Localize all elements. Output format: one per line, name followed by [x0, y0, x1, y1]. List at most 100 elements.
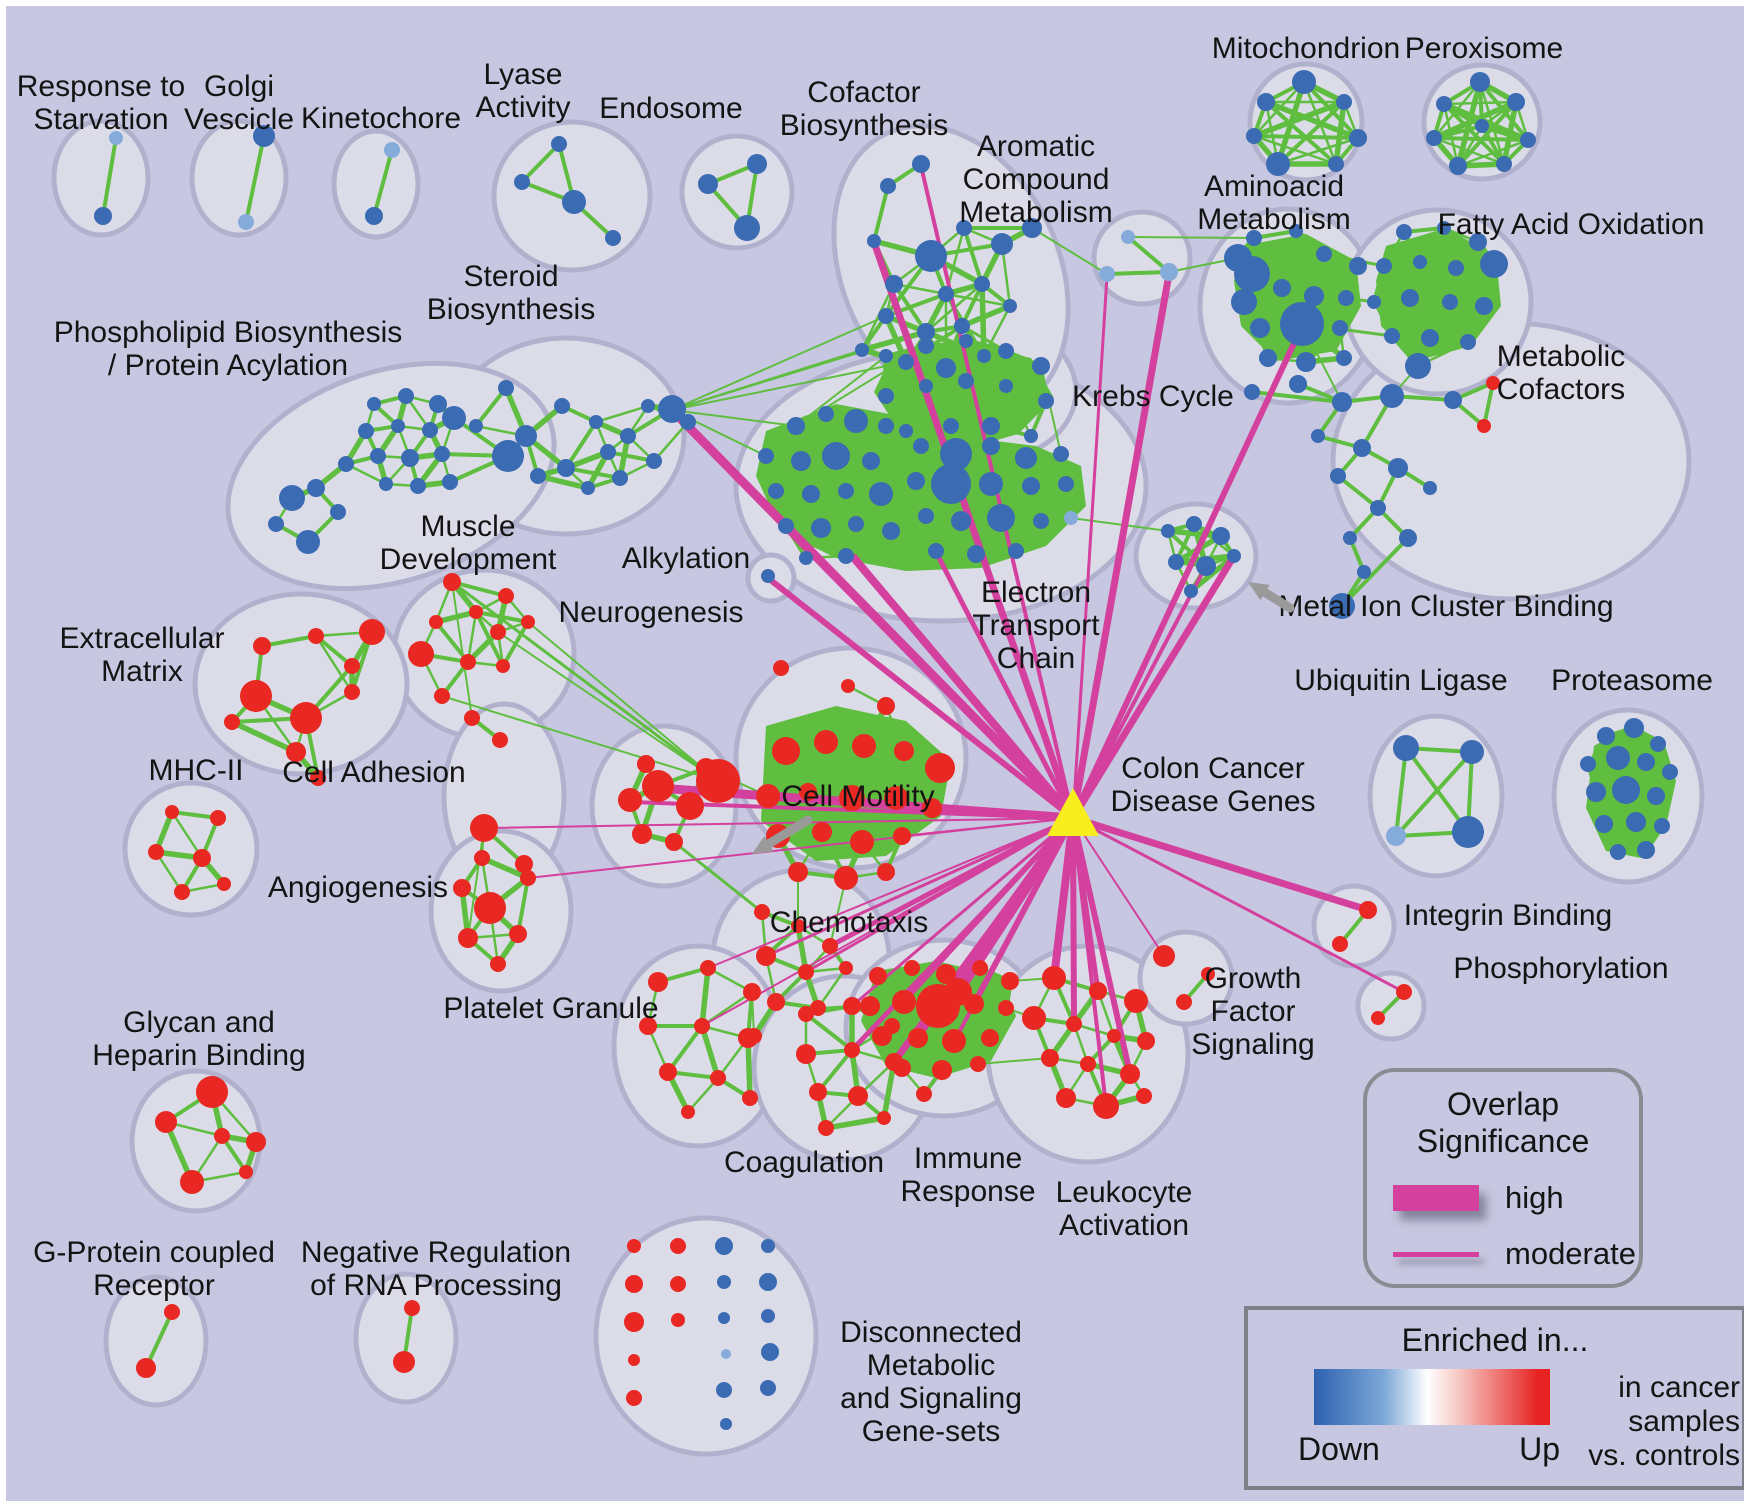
gene-set-node[interactable]	[760, 1380, 776, 1396]
gene-set-node[interactable]	[928, 543, 944, 559]
gene-set-node[interactable]	[681, 1105, 695, 1119]
gene-set-node[interactable]	[718, 1312, 730, 1324]
gene-set-node[interactable]	[810, 1000, 826, 1016]
gene-set-node[interactable]	[938, 286, 954, 302]
gene-set-node[interactable]	[943, 418, 959, 434]
gene-set-node[interactable]	[618, 788, 642, 812]
gene-set-node[interactable]	[1280, 302, 1324, 346]
gene-set-node[interactable]	[999, 379, 1013, 393]
gene-set-node[interactable]	[1329, 593, 1355, 619]
gene-set-node[interactable]	[1647, 787, 1665, 805]
gene-set-node[interactable]	[850, 830, 874, 854]
gene-set-node[interactable]	[717, 1275, 731, 1289]
gene-set-node[interactable]	[925, 753, 955, 783]
gene-set-node[interactable]	[393, 1351, 415, 1373]
gene-set-node[interactable]	[193, 849, 211, 867]
gene-set-node[interactable]	[464, 710, 480, 726]
gene-set-node[interactable]	[787, 417, 805, 435]
gene-set-node[interactable]	[279, 485, 305, 511]
gene-set-node[interactable]	[893, 1059, 911, 1077]
gene-set-node[interactable]	[509, 925, 527, 943]
gene-set-node[interactable]	[1041, 1049, 1059, 1067]
gene-set-node[interactable]	[1022, 218, 1042, 238]
gene-set-node[interactable]	[210, 810, 226, 826]
gene-set-node[interactable]	[958, 373, 974, 389]
gene-set-node[interactable]	[308, 628, 324, 644]
gene-set-node[interactable]	[155, 1111, 177, 1133]
gene-set-node[interactable]	[1486, 376, 1500, 390]
gene-set-node[interactable]	[1332, 936, 1348, 952]
gene-set-node[interactable]	[818, 1120, 834, 1136]
gene-set-node[interactable]	[1176, 994, 1192, 1010]
gene-set-node[interactable]	[913, 438, 929, 454]
gene-set-node[interactable]	[434, 688, 450, 704]
gene-set-node[interactable]	[1008, 543, 1024, 559]
gene-set-node[interactable]	[515, 425, 537, 447]
gene-set-node[interactable]	[370, 448, 386, 464]
gene-set-node[interactable]	[788, 862, 808, 882]
gene-set-node[interactable]	[778, 518, 794, 534]
gene-set-node[interactable]	[1650, 736, 1666, 752]
gene-set-node[interactable]	[953, 453, 969, 469]
gene-set-node[interactable]	[998, 1000, 1014, 1016]
gene-set-node[interactable]	[811, 518, 831, 538]
gene-set-node[interactable]	[646, 453, 662, 469]
gene-set-node[interactable]	[904, 960, 920, 976]
gene-set-node[interactable]	[951, 511, 971, 531]
gene-set-node[interactable]	[94, 207, 112, 225]
gene-set-node[interactable]	[944, 978, 972, 1006]
gene-set-node[interactable]	[1349, 129, 1367, 147]
gene-set-node[interactable]	[1470, 72, 1490, 92]
gene-set-node[interactable]	[1234, 256, 1270, 292]
gene-set-node[interactable]	[164, 1304, 180, 1320]
gene-set-node[interactable]	[1413, 255, 1427, 269]
gene-set-node[interactable]	[1586, 782, 1606, 802]
gene-set-node[interactable]	[1637, 753, 1655, 771]
gene-set-node[interactable]	[239, 1165, 253, 1179]
gene-set-node[interactable]	[286, 742, 306, 762]
gene-set-node[interactable]	[1304, 286, 1324, 306]
gene-set-node[interactable]	[998, 343, 1014, 359]
gene-set-node[interactable]	[1161, 524, 1175, 538]
gene-set-node[interactable]	[1168, 554, 1184, 570]
gene-set-node[interactable]	[1401, 289, 1419, 307]
gene-set-node[interactable]	[844, 1042, 860, 1058]
gene-set-node[interactable]	[1296, 352, 1316, 372]
gene-set-node[interactable]	[1316, 246, 1332, 262]
gene-set-node[interactable]	[165, 805, 179, 819]
gene-set-node[interactable]	[1107, 1029, 1121, 1043]
gene-set-node[interactable]	[620, 428, 636, 444]
gene-set-node[interactable]	[1384, 328, 1400, 344]
gene-set-node[interactable]	[1449, 157, 1467, 175]
gene-set-node[interactable]	[1475, 297, 1493, 315]
gene-set-node[interactable]	[919, 379, 933, 393]
gene-set-node[interactable]	[1212, 527, 1230, 545]
gene-set-node[interactable]	[307, 479, 325, 497]
gene-set-node[interactable]	[869, 482, 893, 506]
gene-set-node[interactable]	[1426, 130, 1442, 146]
gene-set-node[interactable]	[338, 456, 354, 472]
gene-set-node[interactable]	[908, 1028, 928, 1048]
gene-set-node[interactable]	[918, 508, 934, 524]
gene-set-node[interactable]	[521, 615, 535, 629]
gene-set-node[interactable]	[429, 615, 443, 629]
gene-set-node[interactable]	[490, 624, 506, 640]
gene-set-node[interactable]	[964, 994, 984, 1014]
gene-set-node[interactable]	[855, 343, 869, 357]
gene-set-node[interactable]	[1469, 233, 1487, 251]
gene-set-node[interactable]	[977, 349, 991, 363]
gene-set-node[interactable]	[310, 770, 326, 786]
gene-set-node[interactable]	[710, 1070, 726, 1086]
gene-set-node[interactable]	[758, 448, 774, 464]
gene-set-node[interactable]	[1056, 1088, 1076, 1108]
gene-set-node[interactable]	[1595, 815, 1613, 833]
gene-set-node[interactable]	[1448, 260, 1464, 276]
gene-set-node[interactable]	[1338, 290, 1354, 306]
gene-set-node[interactable]	[109, 131, 123, 145]
gene-set-node[interactable]	[1480, 250, 1508, 278]
gene-set-node[interactable]	[1367, 295, 1381, 309]
gene-set-node[interactable]	[1336, 350, 1352, 366]
gene-set-node[interactable]	[676, 792, 704, 820]
gene-set-node[interactable]	[848, 516, 864, 532]
gene-set-node[interactable]	[700, 960, 716, 976]
